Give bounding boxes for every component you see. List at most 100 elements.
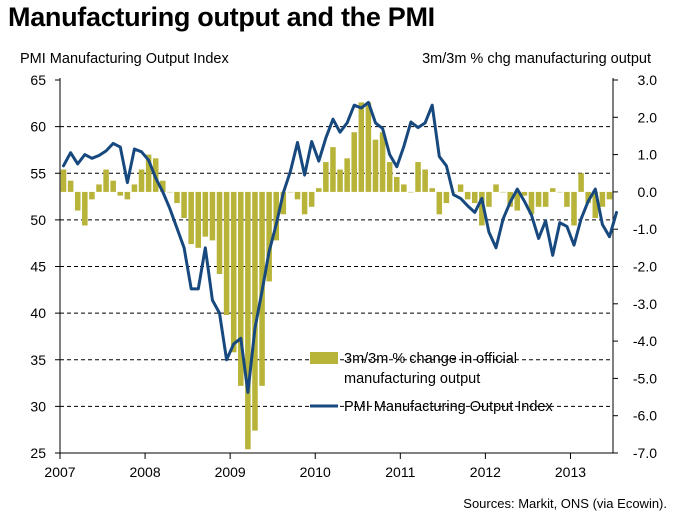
bar	[181, 191, 187, 219]
bar	[131, 184, 138, 192]
gridlines	[60, 126, 613, 407]
bar	[486, 191, 492, 207]
bar	[110, 180, 116, 192]
bar	[479, 191, 485, 226]
bar	[500, 191, 506, 193]
bar	[457, 184, 464, 192]
legend-label-bars-cont: manufacturing output	[344, 371, 480, 387]
bar	[393, 176, 400, 192]
bar	[549, 188, 556, 192]
bar	[578, 173, 584, 192]
bar	[245, 191, 251, 450]
bar	[592, 191, 599, 219]
bar	[528, 191, 535, 215]
left-tick-label: 45	[30, 259, 46, 275]
left-tick-label: 55	[30, 165, 46, 181]
right-tick-label: 1.0	[638, 147, 658, 163]
right-axis-title: 3m/3m % chg manufacturing output	[422, 51, 651, 67]
bar	[188, 191, 194, 245]
bar	[67, 180, 74, 192]
left-tick-label: 40	[30, 305, 46, 321]
right-tick-label: 0.0	[638, 184, 658, 200]
bar	[571, 191, 577, 226]
bar	[174, 191, 180, 204]
line-series	[62, 100, 618, 394]
x-tick-label: 2007	[44, 464, 75, 480]
source-note: Sources: Markit, ONS (via Ecowin).	[463, 496, 667, 511]
axes: 65 60 55 50 45 40 35 30 25 3.0 2.0 1.0 0.0 -1.0 -2.0 -3…	[20, 51, 657, 480]
x-tick-label: 2010	[300, 464, 331, 480]
legend-label-bars: 3m/3m % change in official	[344, 351, 517, 367]
left-tick-label: 25	[30, 445, 46, 461]
bar	[415, 162, 421, 192]
left-tick-label: 30	[30, 398, 46, 414]
bar	[521, 191, 528, 196]
legend: 3m/3m % change in official manufacturing …	[310, 351, 553, 415]
right-tick-label: -4.0	[633, 333, 657, 349]
bar	[606, 191, 613, 200]
bar	[60, 169, 67, 192]
bar	[401, 184, 407, 192]
bar	[230, 191, 237, 353]
bar	[535, 191, 542, 207]
right-tick-label: 2.0	[638, 109, 658, 125]
bar	[585, 191, 591, 204]
bar	[287, 191, 294, 193]
x-tick-label: 2013	[555, 464, 586, 480]
bar	[103, 169, 109, 192]
x-tick-label: 2008	[129, 464, 160, 480]
x-tick-label: 2011	[385, 464, 415, 480]
bar	[316, 188, 322, 192]
left-tick-label: 50	[30, 212, 46, 228]
bar	[294, 191, 301, 200]
pmi-line	[62, 100, 618, 394]
x-tick-label: 2009	[215, 464, 246, 480]
x-tick-label: 2012	[470, 464, 501, 480]
bar	[124, 191, 131, 200]
bar	[330, 147, 336, 192]
bar	[96, 184, 102, 192]
chart-title: Manufacturing output and the PMI	[8, 2, 435, 32]
bar	[266, 191, 272, 282]
bar	[379, 132, 386, 192]
bar	[564, 191, 570, 207]
right-tick-label: -5.0	[633, 370, 657, 386]
bar	[429, 188, 435, 192]
right-tick-label: 3.0	[638, 72, 658, 88]
bar	[493, 184, 499, 192]
left-tick-label: 65	[30, 72, 46, 88]
bar	[365, 102, 372, 192]
bar	[436, 191, 443, 215]
right-tick-label: -7.0	[633, 445, 657, 461]
right-tick-label: -6.0	[633, 408, 657, 424]
bar	[337, 169, 343, 192]
bar	[238, 191, 244, 386]
bar	[443, 191, 450, 204]
bar	[464, 191, 471, 200]
bar	[273, 191, 280, 241]
bar	[160, 180, 166, 192]
bar	[74, 191, 81, 211]
right-tick-label: -1.0	[633, 221, 657, 237]
bar-series	[60, 102, 613, 450]
bar	[351, 132, 357, 192]
bar	[386, 162, 393, 192]
bar	[280, 191, 287, 215]
bar	[599, 191, 606, 207]
legend-swatch-bars	[310, 352, 338, 364]
bar	[323, 162, 329, 192]
bar	[308, 191, 315, 207]
bar	[557, 191, 563, 193]
bar	[408, 191, 414, 193]
left-tick-label: 60	[30, 119, 46, 135]
bar	[358, 102, 365, 192]
legend-label-line: PMI Manufacturing Output Index	[344, 399, 553, 415]
right-tick-label: -3.0	[633, 296, 657, 312]
left-tick-label: 35	[30, 352, 46, 368]
bar	[372, 139, 379, 192]
right-tick-label: -2.0	[633, 259, 657, 275]
bar	[209, 191, 216, 241]
bar	[138, 169, 145, 192]
bar	[145, 154, 152, 192]
